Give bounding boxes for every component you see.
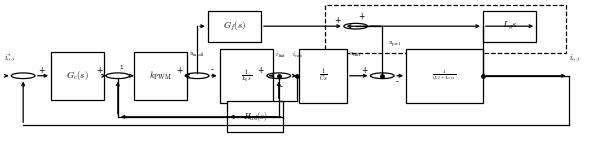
Text: +: + — [359, 12, 365, 21]
Text: $i_{\rm cafo}$: $i_{\rm cafo}$ — [292, 49, 304, 59]
Text: $k_{\rm PWM}$: $k_{\rm PWM}$ — [149, 69, 172, 82]
Text: +: + — [97, 66, 103, 75]
Text: +: + — [176, 66, 182, 75]
Text: $u_{\rm cnfi}$: $u_{\rm cnfi}$ — [349, 50, 361, 58]
Text: $i_{\alpha\beta}^{*}$: $i_{\alpha\beta}^{*}$ — [4, 52, 15, 63]
FancyBboxPatch shape — [134, 52, 187, 100]
FancyBboxPatch shape — [483, 11, 536, 42]
Text: -: - — [116, 83, 119, 92]
Text: +: + — [257, 66, 264, 75]
Text: $G_f(s)$: $G_f(s)$ — [223, 20, 246, 33]
FancyBboxPatch shape — [406, 49, 483, 103]
Text: -: - — [211, 66, 213, 75]
FancyBboxPatch shape — [208, 11, 261, 42]
Text: 1: 1 — [119, 65, 123, 70]
Text: +: + — [334, 16, 341, 25]
Text: $i_{\alpha\beta}$: $i_{\alpha\beta}$ — [569, 52, 580, 62]
Text: -: - — [22, 83, 24, 92]
Text: $G_c(s)$: $G_c(s)$ — [66, 69, 89, 82]
FancyBboxPatch shape — [51, 52, 104, 100]
Text: $\frac{1}{Cs}$: $\frac{1}{Cs}$ — [318, 67, 327, 84]
Text: $u_{\rm invall}$: $u_{\rm invall}$ — [189, 50, 206, 58]
Text: +: + — [361, 66, 368, 75]
FancyBboxPatch shape — [227, 101, 283, 132]
Text: $\frac{1}{(L_2+L_s)s}$: $\frac{1}{(L_2+L_s)s}$ — [432, 68, 457, 83]
Text: $L_g s$: $L_g s$ — [502, 20, 517, 32]
Text: -: - — [396, 77, 398, 86]
Text: -: - — [280, 83, 283, 92]
FancyBboxPatch shape — [299, 49, 347, 103]
FancyBboxPatch shape — [219, 49, 273, 103]
Text: $H_{ad}(s)$: $H_{ad}(s)$ — [243, 110, 267, 123]
Text: +: + — [38, 66, 44, 75]
Text: $\frac{1}{L_1 s}$: $\frac{1}{L_1 s}$ — [241, 67, 252, 85]
Text: $i_{1\rm inf}$: $i_{1\rm inf}$ — [275, 49, 286, 59]
Text: $u_{\rm pcc1}$: $u_{\rm pcc1}$ — [388, 39, 402, 49]
